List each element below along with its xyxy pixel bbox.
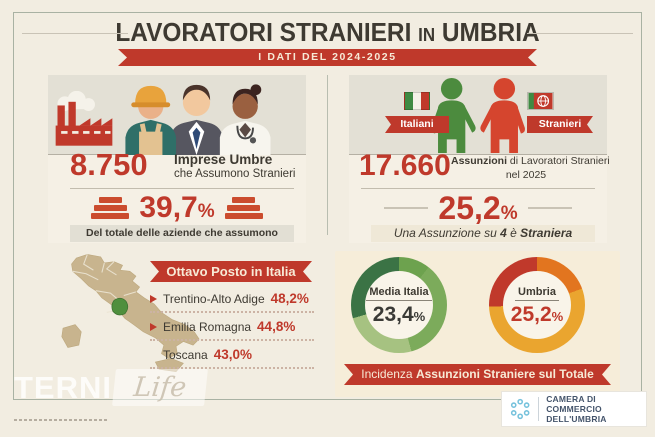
ranking-row: Trentino-Alto Adige 48,2% bbox=[150, 289, 314, 308]
assunzioni-label-sub: nel 2025 bbox=[505, 169, 547, 181]
arrow-bullet-icon bbox=[150, 294, 157, 303]
dash-line bbox=[384, 207, 429, 209]
imprese-label-line1: Imprese Umbre bbox=[174, 152, 273, 167]
umbria-region bbox=[111, 297, 129, 316]
illustration-band bbox=[349, 75, 607, 155]
incidenza-banner: Incidenza Assunzioni Straniere sul Total… bbox=[344, 364, 611, 385]
workers-illustration-icon bbox=[125, 84, 271, 155]
watermark-terni: TERNI bbox=[14, 369, 112, 405]
arrow-bullet-icon bbox=[150, 322, 157, 331]
bricks-icon bbox=[91, 197, 130, 219]
assunzioni-percent: 25,2% bbox=[438, 190, 518, 226]
watermark-life: Life bbox=[132, 372, 188, 403]
donut-value: 23,4% bbox=[372, 302, 426, 326]
italy-flag-icon bbox=[404, 92, 430, 110]
title-main: LAVORATORI STRANIERI bbox=[115, 17, 412, 47]
region-value: 44,8% bbox=[257, 319, 296, 334]
imprese-percent-row: 39,7% bbox=[48, 193, 306, 223]
assunzioni-label-rest: di Lavoratori Stranieri bbox=[507, 155, 610, 167]
assunzioni-caption: Una Assunzione su 4 è Straniera bbox=[371, 225, 595, 242]
imprese-label-line2: che Assumono Stranieri bbox=[174, 168, 296, 180]
credit-divider bbox=[538, 397, 540, 421]
panel-divider bbox=[327, 75, 328, 235]
donut-chart-media-italia: Media Italia 23,4% bbox=[351, 257, 447, 353]
ranking-row: Toscana 43,0% bbox=[150, 345, 314, 364]
ground-line bbox=[349, 154, 607, 155]
donut-chart-umbria: Umbria 25,2% bbox=[489, 257, 585, 353]
imprese-caption: Del totale delle aziende che assumono bbox=[70, 225, 294, 242]
credit-text: CAMERA DI COMMERCIO DELL'UMBRIA bbox=[546, 394, 639, 425]
ribbon-stranieri: Stranieri bbox=[527, 116, 593, 133]
imprese-label: Imprese Umbre che Assumono Stranieri bbox=[174, 152, 295, 180]
region-value: 43,0% bbox=[213, 347, 252, 362]
credit-logo-box: CAMERA DI COMMERCIO DELL'UMBRIA bbox=[501, 391, 647, 427]
dotted-separator bbox=[150, 339, 314, 341]
imprese-value: 8.750 bbox=[70, 147, 148, 182]
dash-line bbox=[527, 207, 572, 209]
ribbon-italiani: Italiani bbox=[385, 116, 449, 133]
donut-label: Media Italia bbox=[366, 286, 432, 301]
region-name: Trentino-Alto Adige bbox=[163, 291, 265, 306]
bricks-icon bbox=[224, 197, 263, 219]
assunzioni-label-bold: Assunzioni bbox=[451, 155, 508, 167]
assunzioni-value: 17.660 bbox=[359, 149, 451, 182]
ranking-banner: Ottavo Posto in Italia bbox=[150, 261, 312, 282]
donut-center: Umbria 25,2% bbox=[503, 271, 571, 339]
dotted-separator bbox=[150, 367, 314, 369]
donut-value: 25,2% bbox=[510, 302, 564, 326]
donut-center: Media Italia 23,4% bbox=[365, 271, 433, 339]
assunzioni-percent-row: 25,2% bbox=[349, 192, 607, 224]
donut-label: Umbria bbox=[515, 286, 559, 301]
region-name: Emilia Romagna bbox=[163, 319, 252, 334]
region-name: Toscana bbox=[163, 347, 208, 362]
credit-line2: DELL'UMBRIA bbox=[546, 414, 607, 425]
title-rule-left bbox=[22, 33, 128, 34]
panel-assunzioni: Italiani Stranieri 17.660 Assunzioni di … bbox=[349, 75, 610, 243]
panel-imprese: 8.750 Imprese Umbre che Assumono Stranie… bbox=[48, 75, 306, 243]
subtitle-banner: I DATI DEL 2024-2025 bbox=[118, 49, 537, 66]
page-title: LAVORATORI STRANIERI IN UMBRIA bbox=[20, 17, 636, 48]
title-rule-right bbox=[527, 33, 633, 34]
title-in: IN bbox=[418, 25, 436, 45]
credit-line1: CAMERA DI COMMERCIO bbox=[546, 393, 602, 414]
imprese-percent: 39,7% bbox=[139, 191, 215, 224]
assunzioni-label: Assunzioni di Lavoratori Stranieri nel 2… bbox=[451, 155, 610, 181]
camera-commercio-logo-icon bbox=[510, 398, 530, 420]
separator-rule bbox=[70, 188, 294, 189]
watermark-microtext bbox=[14, 419, 108, 421]
world-flag-icon bbox=[527, 92, 554, 110]
title-umbria: UMBRIA bbox=[441, 17, 540, 47]
watermark: TERNI Life bbox=[14, 369, 208, 406]
factory-icon bbox=[55, 91, 113, 146]
ranking-row: Emilia Romagna 44,8% bbox=[150, 317, 314, 336]
separator-rule bbox=[361, 188, 595, 189]
panel-incidenza: Media Italia 23,4% Umbria 25,2% Incidenz… bbox=[335, 251, 620, 397]
italiani-stranieri-figures-icon bbox=[431, 77, 525, 154]
dotted-separator bbox=[150, 311, 314, 313]
region-value: 48,2% bbox=[270, 291, 309, 306]
ranking-list: Trentino-Alto Adige 48,2% Emilia Romagna… bbox=[150, 289, 314, 373]
watermark-box: Life bbox=[112, 369, 208, 406]
